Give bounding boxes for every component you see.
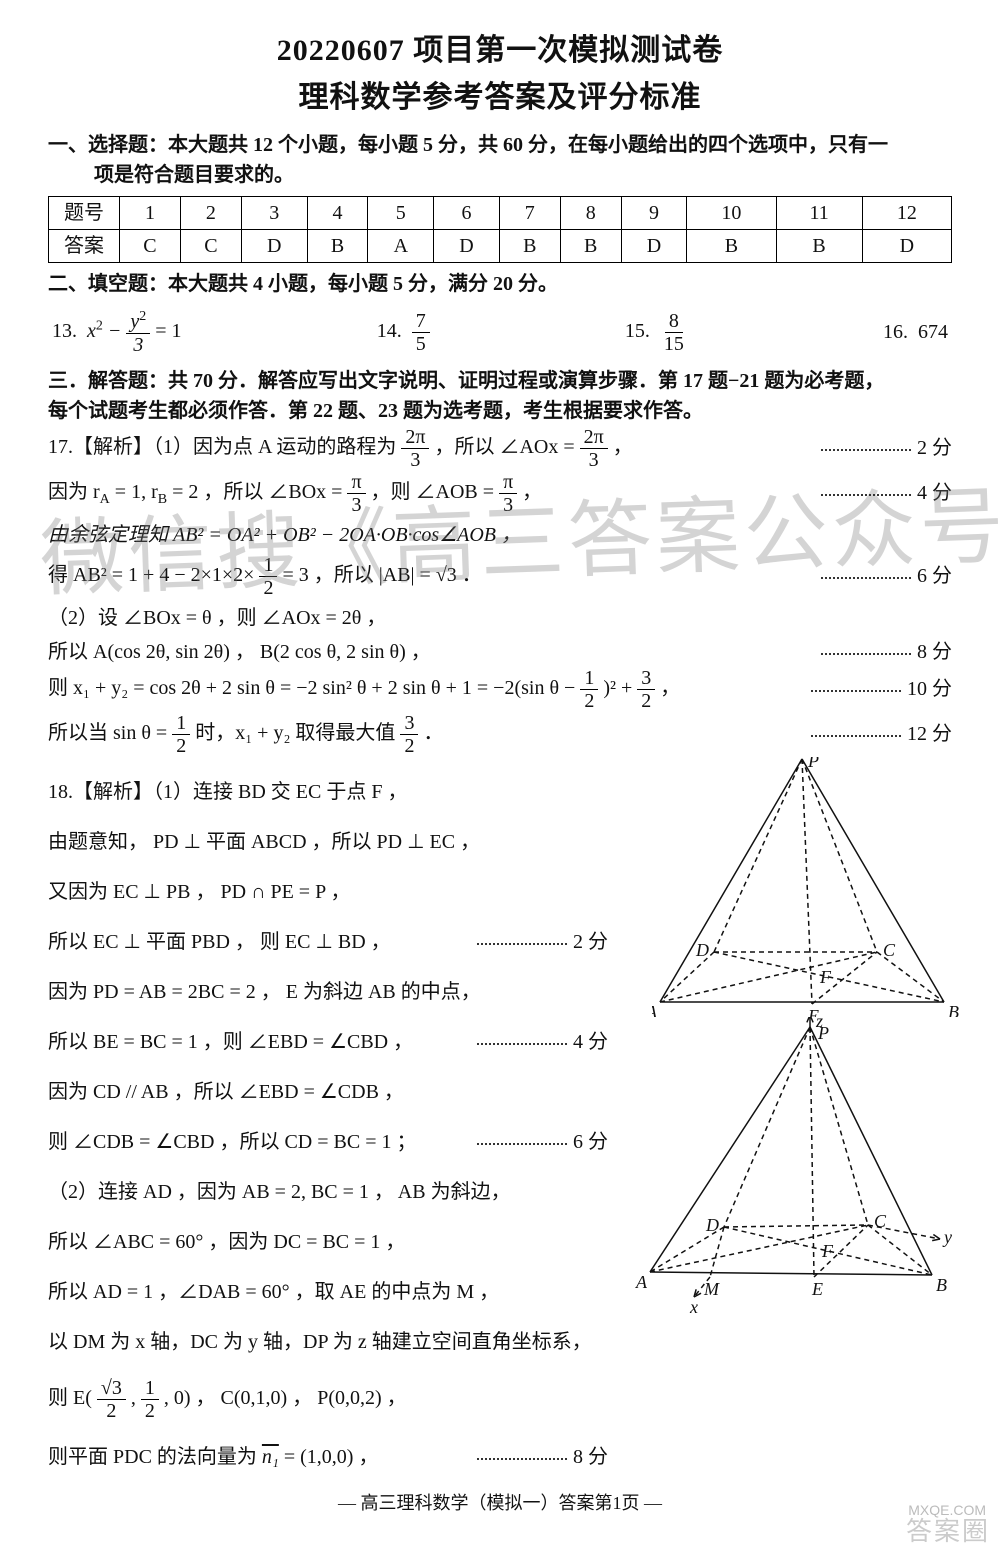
section-1-text-2: 项是符合题目要求的。: [48, 160, 952, 190]
q16: 16. 674: [883, 317, 948, 347]
q18-line: 所以 BE = BC = 1 ，则 ∠EBD = ∠CBD ，: [48, 1027, 413, 1057]
score-mark: 2 分: [917, 433, 952, 463]
table-row: 答案 CC DB AD BB DB BD: [49, 230, 952, 263]
q14: 14. 75: [377, 310, 430, 355]
svg-text:D: D: [695, 940, 709, 960]
q17-line: 由余弦定理知 AB² = OA² + OB² − 2OA·OB·cos∠AOB …: [48, 524, 521, 546]
mc-answer-table: 题号 12 34 56 78 910 1112 答案 CC DB AD BB D…: [48, 196, 952, 263]
section-2-head: 二、填空题：本大题共 4 小题，每小题 5 分，满分 20 分。: [48, 269, 952, 299]
score-mark: 4 分: [917, 478, 952, 508]
q18-line: 则 ∠CDB = ∠CBD ，所以 CD = BC = 1 ；: [48, 1127, 416, 1157]
svg-text:E: E: [811, 1279, 823, 1299]
score-mark: 6 分: [573, 1127, 608, 1157]
section-1-text: 一、选择题：本大题共 12 个小题，每小题 5 分，共 60 分，在每小题给出的…: [48, 134, 888, 156]
q15: 15. 815: [625, 310, 688, 355]
score-mark: 8 分: [917, 637, 952, 667]
q18-line: 以 DM 为 x 轴，DC 为 y 轴，DP 为 z 轴建立空间直角坐标系，: [48, 1327, 952, 1357]
exam-answer-page: 微信搜《高三答案公众号》 20220607 项目第一次模拟测试卷 理科数学参考答…: [0, 0, 1000, 1557]
q18-line: 则 E( √32 , 12 , 0) ， C(0,1,0) ， P(0,0,2)…: [48, 1377, 952, 1422]
row-label: 题号: [49, 197, 120, 230]
q17-line: （2）设 ∠BOx = θ ，则 ∠AOx = 2θ ，: [48, 603, 952, 633]
svg-text:B: B: [948, 1002, 959, 1017]
svg-text:A: A: [635, 1272, 648, 1292]
q17-line: 所以 A(cos 2θ, sin 2θ) ， B(2 cos θ, 2 sin …: [48, 637, 431, 667]
pyramid-figure-1: P A B D C E F: [652, 757, 962, 1017]
page-footer: — 高三理科数学（模拟一）答案第1页 —: [48, 1490, 952, 1517]
row-label: 答案: [49, 230, 120, 263]
svg-text:M: M: [703, 1279, 720, 1299]
pyramid-figure-2: PABDCEMFzyx: [632, 1017, 962, 1317]
section-3-text-2: 每个试题考生都必须作答．第 22 题、23 题为选考题，考生根据要求作答。: [48, 400, 703, 422]
title-line-2: 理科数学参考答案及评分标准: [48, 75, 952, 120]
q18-line: 所以 EC ⊥ 平面 PBD ， 则 EC ⊥ BD ，: [48, 927, 391, 957]
section-1-head: 一、选择题：本大题共 12 个小题，每小题 5 分，共 60 分，在每小题给出的…: [48, 130, 952, 190]
fill-in-blanks: 13. x2 − y23 = 1 14. 75 15. 815 16. 674: [52, 309, 948, 356]
svg-text:A: A: [652, 1002, 658, 1017]
q13: 13. x2 − y23 = 1: [52, 309, 182, 356]
svg-text:C: C: [874, 1211, 887, 1231]
score-mark: 6 分: [917, 561, 952, 591]
svg-text:x: x: [689, 1297, 698, 1317]
title-line-1: 20220607 项目第一次模拟测试卷: [48, 28, 952, 73]
score-mark: 4 分: [573, 1027, 608, 1057]
svg-text:z: z: [815, 1017, 823, 1031]
svg-text:E: E: [807, 1006, 819, 1017]
q17-solution: 17.【解析】（1）因为点 A 运动的路程为 2π3 ，所以 ∠AOx = 2π…: [48, 426, 952, 757]
q18-solution: PABDCEF PABDCEMFzyx 18.【解析】（1）连接 BD 交 EC…: [48, 777, 952, 1472]
svg-text:D: D: [705, 1215, 719, 1235]
svg-text:y: y: [942, 1227, 952, 1247]
corner-watermark: 答案圈: [906, 1512, 990, 1551]
svg-text:B: B: [936, 1275, 947, 1295]
score-mark: 10 分: [907, 674, 952, 704]
svg-text:F: F: [821, 1241, 834, 1261]
svg-text:F: F: [819, 967, 832, 987]
section-3-text: 三．解答题：共 70 分．解答应写出文字说明、证明过程或演算步骤．第 17 题−…: [48, 370, 884, 392]
table-row: 题号 12 34 56 78 910 1112: [49, 197, 952, 230]
section-3-head: 三．解答题：共 70 分．解答应写出文字说明、证明过程或演算步骤．第 17 题−…: [48, 366, 952, 426]
score-mark: 8 分: [573, 1442, 608, 1472]
svg-text:P: P: [807, 757, 819, 771]
score-mark: 12 分: [907, 719, 952, 749]
score-mark: 2 分: [573, 927, 608, 957]
svg-text:C: C: [883, 940, 896, 960]
